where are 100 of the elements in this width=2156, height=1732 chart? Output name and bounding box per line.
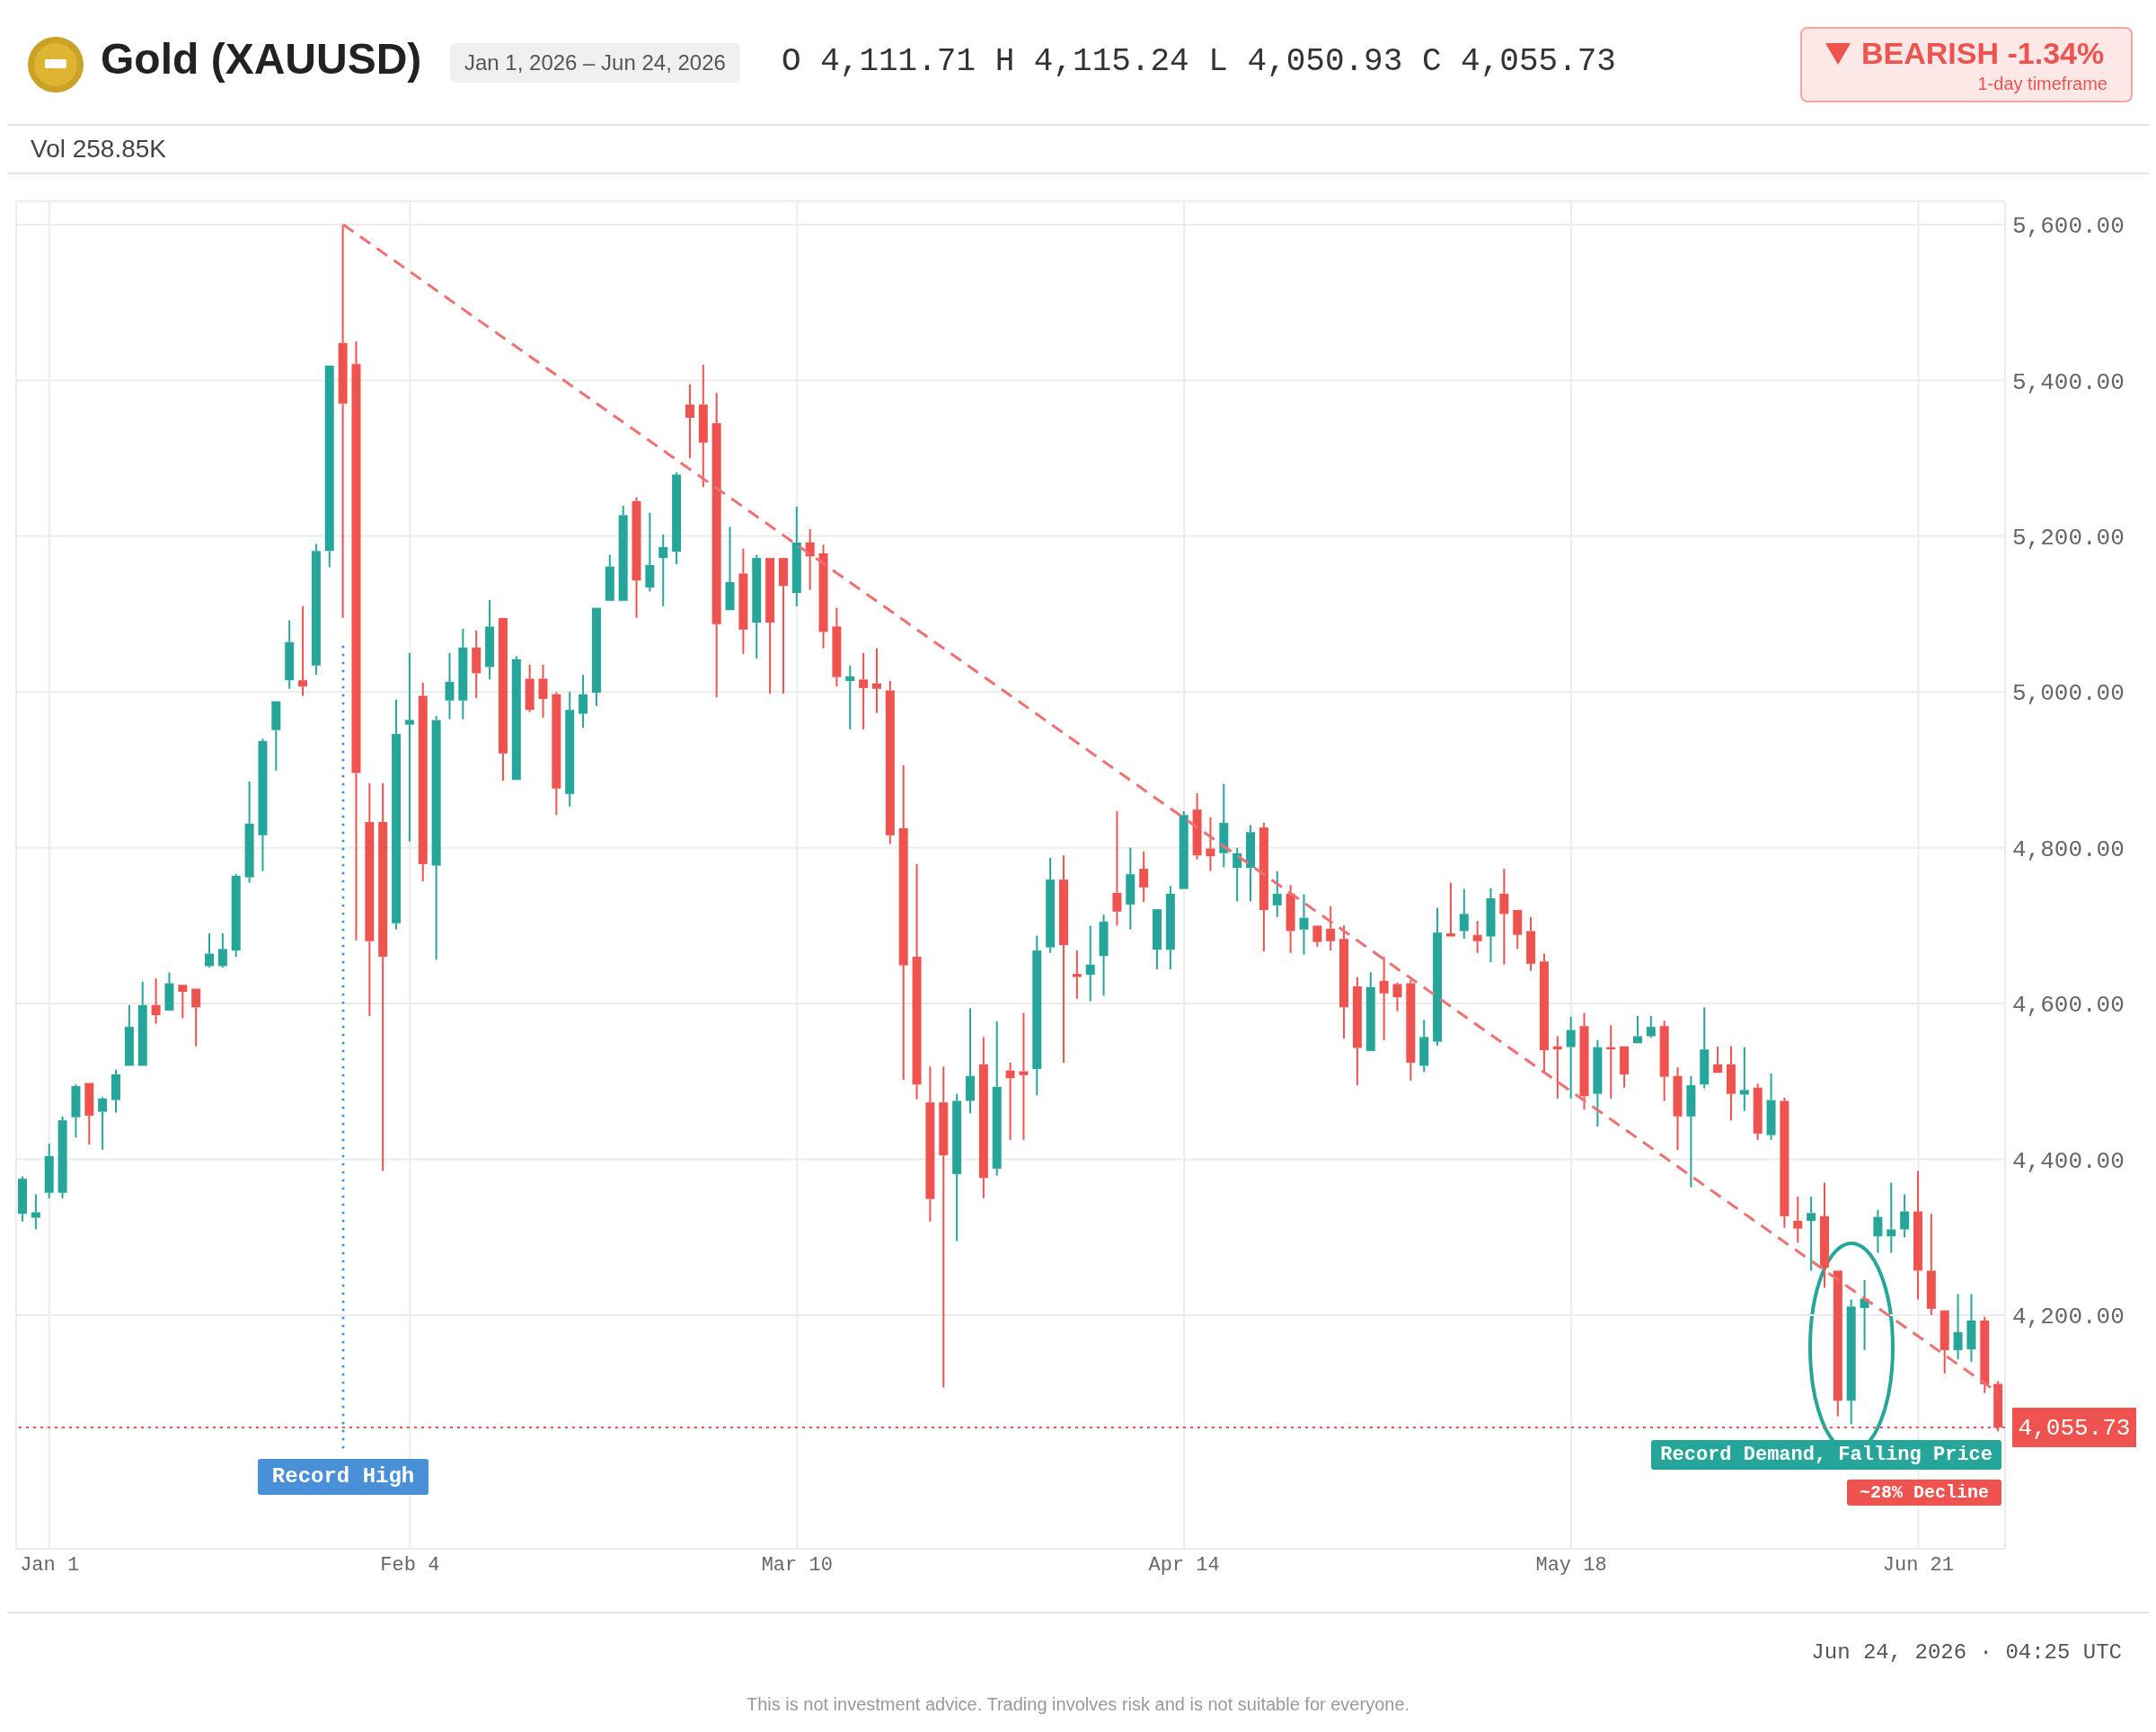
candlestick bbox=[231, 873, 241, 959]
candlestick bbox=[538, 663, 548, 719]
candlestick bbox=[472, 629, 482, 700]
candlestick bbox=[71, 1083, 81, 1139]
candlestick bbox=[765, 558, 775, 694]
text: This is not investment advice. Trading involves risk and is not suitable for everyone. bbox=[745, 1694, 1411, 1715]
candlestick bbox=[258, 738, 268, 872]
candlestick bbox=[1153, 909, 1162, 970]
candlestick bbox=[1192, 791, 1202, 861]
candlestick bbox=[1833, 1270, 1842, 1418]
candlestick bbox=[965, 1007, 975, 1115]
candlestick bbox=[351, 340, 361, 941]
x-tick-label: Jun 21 bbox=[1882, 1553, 1955, 1577]
candlestick bbox=[191, 988, 201, 1047]
candlestick bbox=[1459, 888, 1469, 941]
candlestick bbox=[871, 647, 881, 714]
candlestick bbox=[1365, 971, 1375, 1051]
candlestick bbox=[925, 1065, 935, 1223]
y-tick-label: 5,000.00 bbox=[2012, 680, 2125, 708]
candlestick bbox=[511, 655, 521, 781]
candlestick bbox=[1673, 1066, 1683, 1152]
candlestick bbox=[818, 543, 828, 650]
candlestick bbox=[445, 651, 455, 720]
candlestick bbox=[244, 780, 254, 884]
y-tick-label: 5,600.00 bbox=[2012, 213, 2125, 241]
candlestick bbox=[1900, 1193, 1910, 1239]
candlestick bbox=[1513, 910, 1523, 950]
candlestick bbox=[1793, 1196, 1803, 1244]
candlestick bbox=[992, 1021, 1002, 1177]
candlestick bbox=[404, 651, 414, 843]
candlestick bbox=[978, 1036, 988, 1199]
candlestick bbox=[1099, 914, 1109, 997]
candlestick bbox=[1072, 950, 1082, 1000]
candlestick bbox=[711, 392, 721, 699]
candlestick bbox=[1272, 870, 1282, 918]
y-tick-label: 4,600.00 bbox=[2012, 992, 2125, 1020]
candlestick bbox=[1472, 920, 1482, 954]
candlestick bbox=[1819, 1181, 1829, 1289]
y-tick-label: 4,400.00 bbox=[2012, 1147, 2125, 1175]
candlestick bbox=[591, 607, 601, 707]
candlestick bbox=[1926, 1213, 1936, 1316]
candlestick bbox=[832, 606, 842, 688]
y-tick-label: 4,200.00 bbox=[2012, 1303, 2125, 1331]
candlestick bbox=[1726, 1045, 1736, 1122]
candlestick bbox=[44, 1143, 54, 1199]
candlestick bbox=[939, 1065, 949, 1389]
candlestick bbox=[898, 764, 908, 1082]
candlestick bbox=[1312, 925, 1322, 948]
candlestick bbox=[1753, 1082, 1763, 1141]
candlestick bbox=[1686, 1074, 1696, 1189]
x-tick-label: May 18 bbox=[1535, 1553, 1607, 1577]
candlestick bbox=[845, 664, 855, 730]
chart-subtitle: Jan 1, 2026 – Jun 24, 2026 bbox=[450, 43, 740, 83]
candlestick bbox=[338, 224, 348, 619]
text: 1-day timeframe bbox=[1977, 74, 2107, 94]
candlestick bbox=[859, 651, 869, 730]
candlestick bbox=[392, 698, 402, 931]
candlestick bbox=[31, 1193, 40, 1231]
candlestick bbox=[84, 1082, 94, 1145]
candlestick bbox=[1379, 956, 1389, 1041]
candlestick bbox=[1059, 854, 1069, 1064]
candlestick bbox=[618, 505, 628, 601]
candlestick bbox=[458, 628, 468, 720]
text: Jun 24, 2026 · 04:25 UTC bbox=[1811, 1640, 2122, 1665]
candlestick bbox=[1593, 1038, 1603, 1128]
y-tick-label: 5,200.00 bbox=[2012, 525, 2125, 552]
candlestick bbox=[1259, 821, 1268, 952]
candlestick bbox=[1713, 1045, 1723, 1074]
text: BEARISH -1.34% bbox=[1861, 36, 2105, 71]
ref-line-label: 4,055.73 bbox=[2018, 1414, 2131, 1442]
text: Vol 258.85K bbox=[7, 126, 2149, 174]
candlestick bbox=[178, 985, 188, 1020]
candlestick bbox=[1046, 856, 1056, 954]
candlestick bbox=[111, 1068, 121, 1114]
candlestick bbox=[1352, 976, 1362, 1087]
candlestick bbox=[1646, 1014, 1656, 1039]
candlestick bbox=[498, 617, 508, 782]
annotation: Record Demand, Falling Price bbox=[1651, 1439, 2001, 1470]
candlestick bbox=[685, 383, 694, 460]
candlestick bbox=[1886, 1181, 1896, 1254]
candlestick bbox=[271, 701, 281, 772]
candlestick bbox=[378, 782, 388, 1172]
candlestick bbox=[1219, 782, 1229, 869]
candlestick bbox=[1419, 1019, 1429, 1074]
candlestick bbox=[658, 534, 668, 607]
candlestick bbox=[552, 691, 561, 817]
candlestick bbox=[298, 605, 308, 697]
candlestick bbox=[1139, 850, 1149, 904]
candlestick bbox=[1913, 1170, 1922, 1301]
candlestick bbox=[605, 553, 614, 601]
candlestick bbox=[1326, 905, 1336, 952]
candlestick bbox=[1206, 816, 1215, 872]
candlestick bbox=[1966, 1293, 1976, 1363]
candlestick bbox=[1165, 885, 1175, 970]
candlestick bbox=[1700, 1006, 1710, 1090]
x-tick-label: Jan 1 bbox=[20, 1553, 80, 1577]
candlestick bbox=[485, 598, 495, 681]
x-tick-label: Mar 10 bbox=[761, 1553, 833, 1577]
candlestick bbox=[1873, 1208, 1883, 1254]
y-tick-label: 5,400.00 bbox=[2012, 368, 2125, 396]
